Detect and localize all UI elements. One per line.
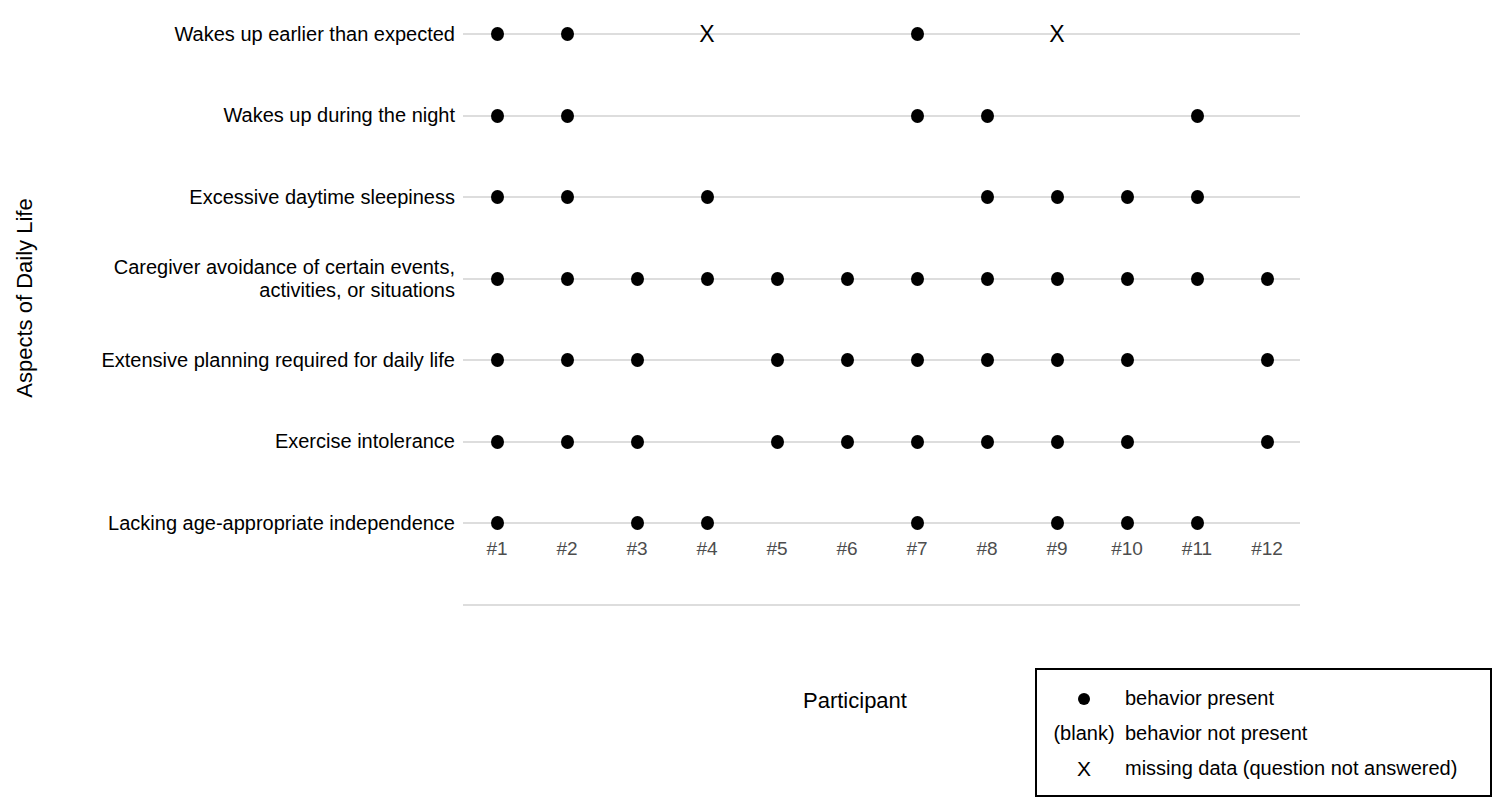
dot-marker <box>841 272 854 286</box>
grid-line <box>463 196 1300 198</box>
dot-marker <box>561 353 574 367</box>
tick-label: #3 <box>607 538 667 560</box>
grid-line <box>463 33 1300 35</box>
dot-marker <box>981 109 994 123</box>
grid-line <box>463 115 1300 117</box>
dot-marker <box>841 435 854 449</box>
dot-marker <box>771 353 784 367</box>
dot-marker <box>1051 516 1064 530</box>
dot-marker <box>631 516 644 530</box>
dot-marker <box>491 516 504 530</box>
dot-marker <box>491 353 504 367</box>
dot-marker <box>981 353 994 367</box>
grid-line <box>463 278 1300 280</box>
legend-row: (blank) behavior not present <box>1049 716 1490 751</box>
legend-x-icon: X <box>1077 757 1091 781</box>
dot-marker <box>1191 190 1204 204</box>
dot-marker <box>1261 353 1274 367</box>
dot-marker <box>911 27 924 41</box>
dot-marker <box>841 353 854 367</box>
dot-marker <box>1191 109 1204 123</box>
dot-marker <box>701 516 714 530</box>
tick-label: #1 <box>467 538 527 560</box>
dot-marker <box>1051 435 1064 449</box>
x-marker: X <box>692 23 722 46</box>
dot-marker <box>491 272 504 286</box>
legend: behavior present (blank) behavior not pres… <box>1035 668 1492 797</box>
dot-marker <box>1121 353 1134 367</box>
dot-marker <box>771 272 784 286</box>
row-label: Lacking age-appropriate independence <box>25 512 455 535</box>
tick-label: #6 <box>817 538 877 560</box>
row-label: Wakes up during the night <box>25 104 455 127</box>
dot-marker <box>1051 272 1064 286</box>
x-axis-title: Participant <box>725 688 985 714</box>
dot-marker <box>1121 190 1134 204</box>
dot-marker <box>911 516 924 530</box>
legend-label: behavior present <box>1125 687 1274 710</box>
grid-line <box>463 359 1300 361</box>
tick-label: #9 <box>1027 538 1087 560</box>
dot-marker <box>561 27 574 41</box>
tick-label: #5 <box>747 538 807 560</box>
dot-marker <box>1191 516 1204 530</box>
tick-label: #10 <box>1097 538 1157 560</box>
tick-label: #8 <box>957 538 1017 560</box>
x-marker: X <box>1042 23 1072 46</box>
dot-marker <box>701 190 714 204</box>
dot-marker <box>631 435 644 449</box>
row-label: Exercise intolerance <box>25 430 455 453</box>
legend-label: behavior not present <box>1125 722 1307 745</box>
dot-marker <box>631 353 644 367</box>
legend-symbol <box>1049 693 1119 705</box>
dot-matrix-chart: Aspects of Daily Life Wakes up earlier t… <box>0 0 1500 810</box>
dot-marker <box>1121 516 1134 530</box>
row-label: Wakes up earlier than expected <box>25 23 455 46</box>
dot-marker <box>1051 190 1064 204</box>
grid-line <box>463 604 1300 606</box>
dot-marker <box>631 272 644 286</box>
grid-line <box>463 441 1300 443</box>
legend-symbol: (blank) <box>1049 722 1119 745</box>
dot-marker <box>911 109 924 123</box>
tick-label: #4 <box>677 538 737 560</box>
dot-marker <box>561 272 574 286</box>
dot-marker <box>1261 435 1274 449</box>
dot-marker <box>1121 272 1134 286</box>
dot-marker <box>771 435 784 449</box>
row-label: Extensive planning required for daily li… <box>25 349 455 372</box>
dot-marker <box>981 272 994 286</box>
tick-label: #11 <box>1167 538 1227 560</box>
tick-label: #7 <box>887 538 947 560</box>
dot-marker <box>981 435 994 449</box>
grid-line <box>463 522 1300 524</box>
dot-marker <box>911 353 924 367</box>
dot-marker <box>561 190 574 204</box>
dot-marker <box>491 27 504 41</box>
dot-marker <box>701 272 714 286</box>
dot-marker <box>1051 353 1064 367</box>
dot-marker <box>491 435 504 449</box>
legend-row: behavior present <box>1049 681 1490 716</box>
dot-marker <box>561 435 574 449</box>
legend-row: Xmissing data (question not answered) <box>1049 751 1490 786</box>
legend-dot-icon <box>1078 693 1090 705</box>
dot-marker <box>561 109 574 123</box>
legend-label: missing data (question not answered) <box>1125 757 1457 780</box>
dot-marker <box>491 190 504 204</box>
row-label: Caregiver avoidance of certain events,ac… <box>25 256 455 302</box>
row-label: Excessive daytime sleepiness <box>25 186 455 209</box>
dot-marker <box>911 435 924 449</box>
legend-symbol: X <box>1049 757 1119 781</box>
tick-label: #2 <box>537 538 597 560</box>
dot-marker <box>1121 435 1134 449</box>
dot-marker <box>981 190 994 204</box>
dot-marker <box>1261 272 1274 286</box>
dot-marker <box>491 109 504 123</box>
dot-marker <box>911 272 924 286</box>
tick-label: #12 <box>1237 538 1297 560</box>
dot-marker <box>1191 272 1204 286</box>
